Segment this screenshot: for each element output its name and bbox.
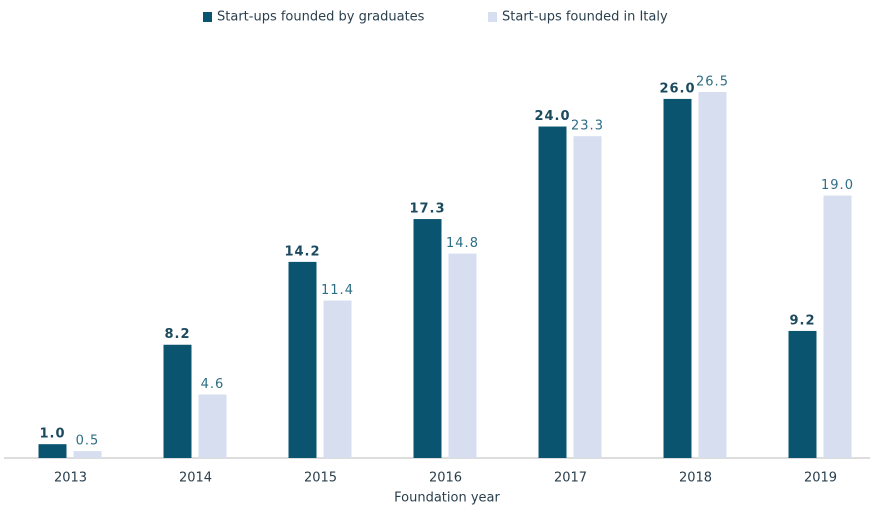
data-label: 14.8: [446, 236, 479, 251]
x-tick-label: 2017: [554, 471, 587, 486]
data-label: 4.6: [201, 377, 225, 392]
data-label: 14.2: [284, 244, 320, 259]
bar: [788, 330, 817, 458]
bar: [38, 444, 67, 458]
bar: [198, 394, 227, 458]
bar: [698, 92, 727, 458]
x-tick-label: 2016: [429, 471, 462, 486]
data-label: 1.0: [39, 427, 65, 442]
bar: [288, 261, 317, 458]
x-tick-label: 2015: [304, 471, 337, 486]
bar: [448, 253, 477, 458]
data-label: 0.5: [76, 434, 100, 449]
data-label: 19.0: [821, 178, 854, 193]
legend-label: Start-ups founded in Italy: [502, 10, 668, 25]
x-tick-label: 2013: [54, 471, 87, 486]
bar: [323, 300, 352, 458]
data-label: 17.3: [409, 202, 445, 217]
x-tick-label: 2018: [679, 471, 712, 486]
x-tick-label: 2014: [179, 471, 212, 486]
x-axis-title: Foundation year: [394, 491, 500, 506]
data-label: 9.2: [789, 313, 815, 328]
bar: [73, 451, 102, 458]
data-label: 26.0: [659, 81, 695, 96]
legend-swatch: [203, 12, 212, 22]
data-label: 23.3: [571, 119, 604, 134]
bar: [823, 195, 852, 458]
legend-swatch: [488, 12, 497, 22]
data-label: 11.4: [321, 283, 354, 298]
bar: [538, 126, 567, 458]
data-label: 24.0: [534, 109, 570, 124]
x-tick-label: 2019: [804, 471, 837, 486]
bar: [663, 98, 692, 458]
bar: [413, 219, 442, 458]
bar: [163, 344, 192, 458]
data-label: 8.2: [164, 327, 190, 342]
data-label: 26.5: [696, 75, 729, 90]
bar: [573, 136, 602, 458]
legend-label: Start-ups founded by graduates: [217, 10, 425, 25]
